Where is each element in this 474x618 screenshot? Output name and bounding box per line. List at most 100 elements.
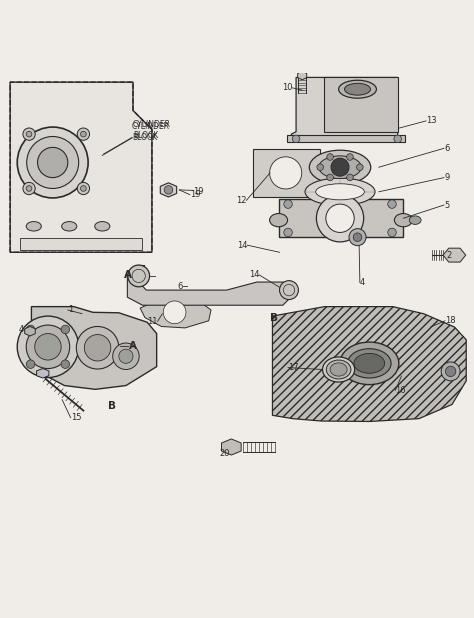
Text: 9: 9	[444, 173, 449, 182]
Circle shape	[27, 137, 79, 188]
Ellipse shape	[62, 222, 77, 231]
Circle shape	[284, 200, 292, 208]
Ellipse shape	[26, 222, 41, 231]
Polygon shape	[253, 150, 319, 197]
Circle shape	[388, 228, 396, 237]
Text: 4: 4	[360, 278, 365, 287]
Circle shape	[26, 185, 32, 192]
Circle shape	[446, 366, 456, 376]
Text: 1: 1	[68, 305, 73, 315]
Circle shape	[81, 185, 86, 192]
Circle shape	[26, 325, 70, 368]
Circle shape	[35, 334, 61, 360]
Text: 12: 12	[236, 196, 246, 205]
Circle shape	[23, 128, 35, 140]
Circle shape	[327, 174, 333, 180]
Circle shape	[327, 154, 333, 160]
Ellipse shape	[319, 156, 361, 179]
Polygon shape	[298, 71, 307, 80]
Text: 17: 17	[288, 363, 299, 372]
Circle shape	[17, 316, 79, 378]
Circle shape	[280, 281, 299, 300]
Polygon shape	[36, 368, 49, 378]
Text: 19: 19	[190, 190, 200, 199]
Polygon shape	[128, 266, 290, 305]
Text: 15: 15	[71, 413, 81, 422]
Circle shape	[346, 174, 353, 180]
Circle shape	[388, 200, 396, 208]
Polygon shape	[273, 307, 466, 421]
Ellipse shape	[409, 216, 421, 224]
Ellipse shape	[330, 363, 347, 376]
Ellipse shape	[95, 222, 110, 231]
Ellipse shape	[305, 178, 375, 206]
Circle shape	[113, 343, 139, 370]
Circle shape	[77, 182, 90, 195]
Circle shape	[394, 135, 401, 143]
Circle shape	[37, 147, 68, 177]
Text: 20: 20	[219, 449, 230, 458]
Circle shape	[26, 131, 32, 137]
Ellipse shape	[340, 342, 399, 384]
Circle shape	[326, 204, 354, 232]
Polygon shape	[443, 248, 466, 262]
Ellipse shape	[345, 83, 371, 95]
Ellipse shape	[270, 214, 288, 227]
Circle shape	[270, 157, 302, 189]
Polygon shape	[25, 326, 36, 336]
Ellipse shape	[310, 150, 371, 184]
Circle shape	[27, 325, 35, 334]
Text: A: A	[129, 341, 137, 351]
Circle shape	[164, 185, 173, 194]
Ellipse shape	[322, 357, 355, 382]
Text: 2: 2	[446, 251, 451, 260]
Ellipse shape	[354, 353, 385, 373]
Circle shape	[61, 325, 70, 334]
Text: A: A	[124, 270, 132, 280]
Text: 6: 6	[444, 144, 449, 153]
Circle shape	[163, 301, 186, 324]
Text: 16: 16	[395, 386, 406, 395]
Text: B: B	[270, 313, 278, 323]
Text: B: B	[108, 401, 116, 411]
Polygon shape	[287, 135, 405, 142]
Circle shape	[119, 349, 133, 363]
Text: CYLINDER
BLOCK: CYLINDER BLOCK	[132, 122, 170, 142]
Circle shape	[353, 233, 362, 242]
Text: 11: 11	[147, 317, 157, 326]
Text: 18: 18	[445, 316, 456, 325]
Polygon shape	[140, 296, 211, 328]
Polygon shape	[221, 439, 241, 455]
Circle shape	[17, 127, 88, 198]
Circle shape	[27, 360, 35, 368]
Circle shape	[81, 131, 86, 137]
Polygon shape	[279, 200, 403, 237]
Ellipse shape	[316, 184, 365, 200]
Circle shape	[349, 229, 366, 246]
Circle shape	[23, 182, 35, 195]
Ellipse shape	[338, 80, 376, 98]
Text: CYLINDER
BLOCK: CYLINDER BLOCK	[133, 121, 171, 140]
Circle shape	[77, 128, 90, 140]
Circle shape	[292, 135, 300, 143]
Circle shape	[84, 334, 111, 361]
Text: 13: 13	[426, 116, 437, 125]
Circle shape	[317, 195, 364, 242]
Circle shape	[356, 164, 363, 171]
Circle shape	[76, 326, 119, 369]
Text: 14: 14	[249, 271, 259, 279]
Ellipse shape	[394, 214, 412, 227]
Ellipse shape	[347, 349, 391, 378]
Circle shape	[441, 362, 460, 381]
Text: 5: 5	[444, 200, 449, 210]
Ellipse shape	[326, 360, 351, 379]
Circle shape	[346, 154, 353, 160]
Text: 14: 14	[237, 240, 247, 250]
Circle shape	[284, 228, 292, 237]
Polygon shape	[292, 77, 398, 142]
Circle shape	[331, 158, 349, 176]
Text: 19: 19	[193, 187, 204, 197]
Polygon shape	[160, 183, 177, 197]
Text: 4: 4	[19, 325, 24, 334]
Circle shape	[128, 265, 150, 287]
